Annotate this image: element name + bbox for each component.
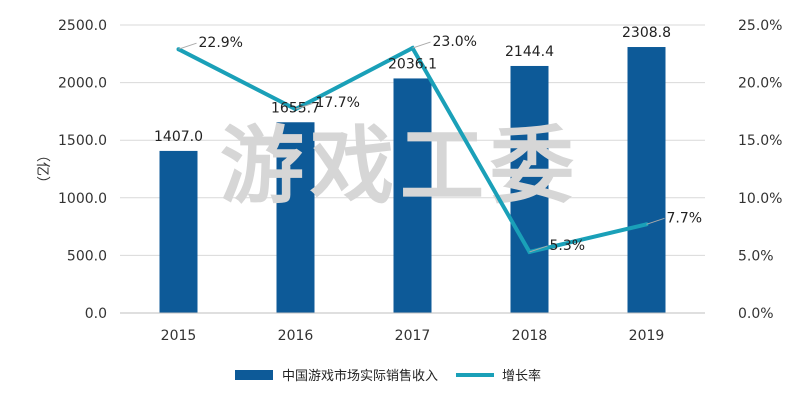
x-tick-label: 2016 <box>278 328 314 344</box>
bar-series <box>159 47 666 313</box>
y-axis-title: （亿） <box>34 148 50 190</box>
y-tick-label: 1000.0 <box>58 191 107 207</box>
y-tick-label: 500.0 <box>67 248 107 264</box>
y2-tick-label: 25.0% <box>738 18 782 34</box>
y-tick-label: 2500.0 <box>58 18 107 34</box>
leader-line <box>178 42 197 50</box>
legend-line-label: 增长率 <box>502 368 541 384</box>
y2-tick-label: 20.0% <box>738 76 782 92</box>
leader-line <box>295 102 314 110</box>
growth-value-label: 5.3% <box>550 238 586 254</box>
watermark-text: 游戏工委 <box>220 117 580 215</box>
growth-value-label: 17.7% <box>316 95 360 111</box>
x-tick-label: 2018 <box>512 328 548 344</box>
bar <box>393 78 432 313</box>
y2-tick-label: 0.0% <box>738 306 774 322</box>
growth-value-label: 22.9% <box>199 35 243 51</box>
bar <box>276 122 315 313</box>
bar <box>159 150 198 313</box>
bar-value-label: 1655.7 <box>271 100 320 116</box>
legend-bar-label: 中国游戏市场实际销售收入 <box>282 368 438 384</box>
bar <box>510 65 549 313</box>
y-tick-label: 2000.0 <box>58 76 107 92</box>
growth-value-label: 23.0% <box>433 34 477 50</box>
bar-value-label: 2036.1 <box>388 56 437 72</box>
bar-value-label: 2144.4 <box>505 44 554 60</box>
y-tick-label: 1500.0 <box>58 133 107 149</box>
growth-value-label: 7.7% <box>667 210 703 226</box>
axes: 0.0 500.0 1000.0 1500.0 2000.0 2500.0 0.0% 5.0%… <box>34 18 782 344</box>
x-tick-label: 2019 <box>629 328 665 344</box>
legend: 中国游戏市场实际销售收入 增长率 <box>235 368 541 384</box>
bar-value-label: 1407.0 <box>154 129 203 145</box>
bar-value-label: 2308.8 <box>622 25 671 41</box>
data-labels: 1407.0 1655.7 2036.1 2144.4 2308.8 22.9% 17.7%… <box>154 25 702 254</box>
x-tick-label: 2017 <box>395 328 431 344</box>
y-tick-label: 0.0 <box>85 306 107 322</box>
y2-tick-label: 5.0% <box>738 248 774 264</box>
leader-line <box>646 217 665 225</box>
bar <box>627 47 666 313</box>
y2-tick-label: 10.0% <box>738 191 782 207</box>
x-tick-label: 2015 <box>161 328 197 344</box>
leader-line <box>412 41 431 49</box>
legend-bar-swatch <box>235 370 273 380</box>
leader-line <box>529 245 548 253</box>
y2-tick-label: 15.0% <box>738 133 782 149</box>
